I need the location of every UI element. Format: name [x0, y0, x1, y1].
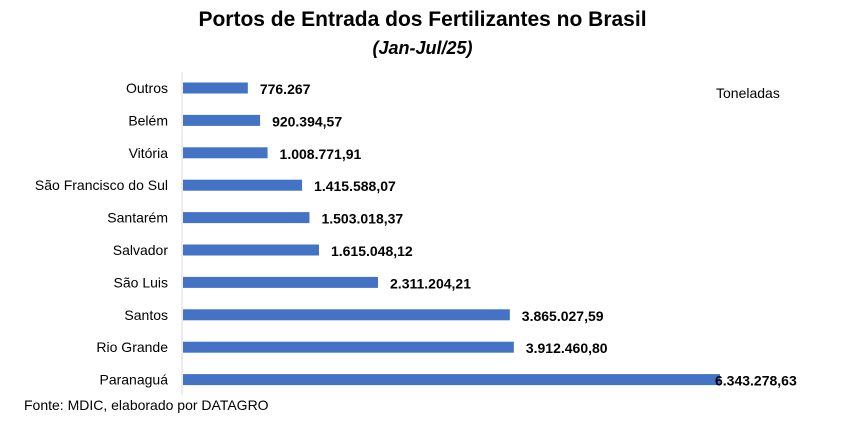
category-label: Salvador	[113, 242, 169, 258]
value-label: 1.615.048,12	[331, 243, 413, 259]
category-label: Vitória	[129, 145, 169, 161]
value-label: 1.008.771,91	[280, 146, 362, 162]
bar	[183, 114, 261, 126]
bar	[183, 374, 720, 386]
category-label: Paranaguá	[99, 372, 168, 388]
bar	[183, 179, 303, 191]
category-label: São Francisco do Sul	[35, 177, 168, 193]
chart-title: Portos de Entrada dos Fertilizantes no B…	[198, 8, 647, 31]
value-label: 1.415.588,07	[314, 178, 396, 194]
bar	[183, 82, 248, 94]
category-label: Rio Grande	[96, 339, 168, 355]
value-label: 1.503.018,37	[321, 211, 403, 227]
value-label: 920.394,57	[272, 113, 342, 129]
category-label: Santarém	[107, 210, 168, 226]
unit-label: Toneladas	[716, 85, 780, 101]
category-label: Santos	[124, 307, 168, 323]
bar	[183, 309, 510, 321]
bar	[183, 341, 514, 353]
value-label: 3.912.460,80	[526, 340, 608, 356]
value-label: 776.267	[260, 81, 311, 97]
bar	[183, 244, 319, 256]
value-label: 2.311.204,21	[390, 275, 471, 291]
chart-subtitle: (Jan-Jul/25)	[372, 38, 473, 58]
value-label: 3.865.027,59	[522, 308, 604, 324]
category-label: Belém	[128, 112, 168, 128]
source-note: Fonte: MDIC, elaborado por DATAGRO	[24, 397, 269, 413]
bar	[183, 276, 379, 288]
value-label: 6.343.278,63	[715, 373, 797, 389]
category-label: Outros	[126, 80, 168, 96]
category-label: São Luis	[114, 274, 168, 290]
bar	[183, 147, 268, 159]
bar	[183, 212, 310, 224]
